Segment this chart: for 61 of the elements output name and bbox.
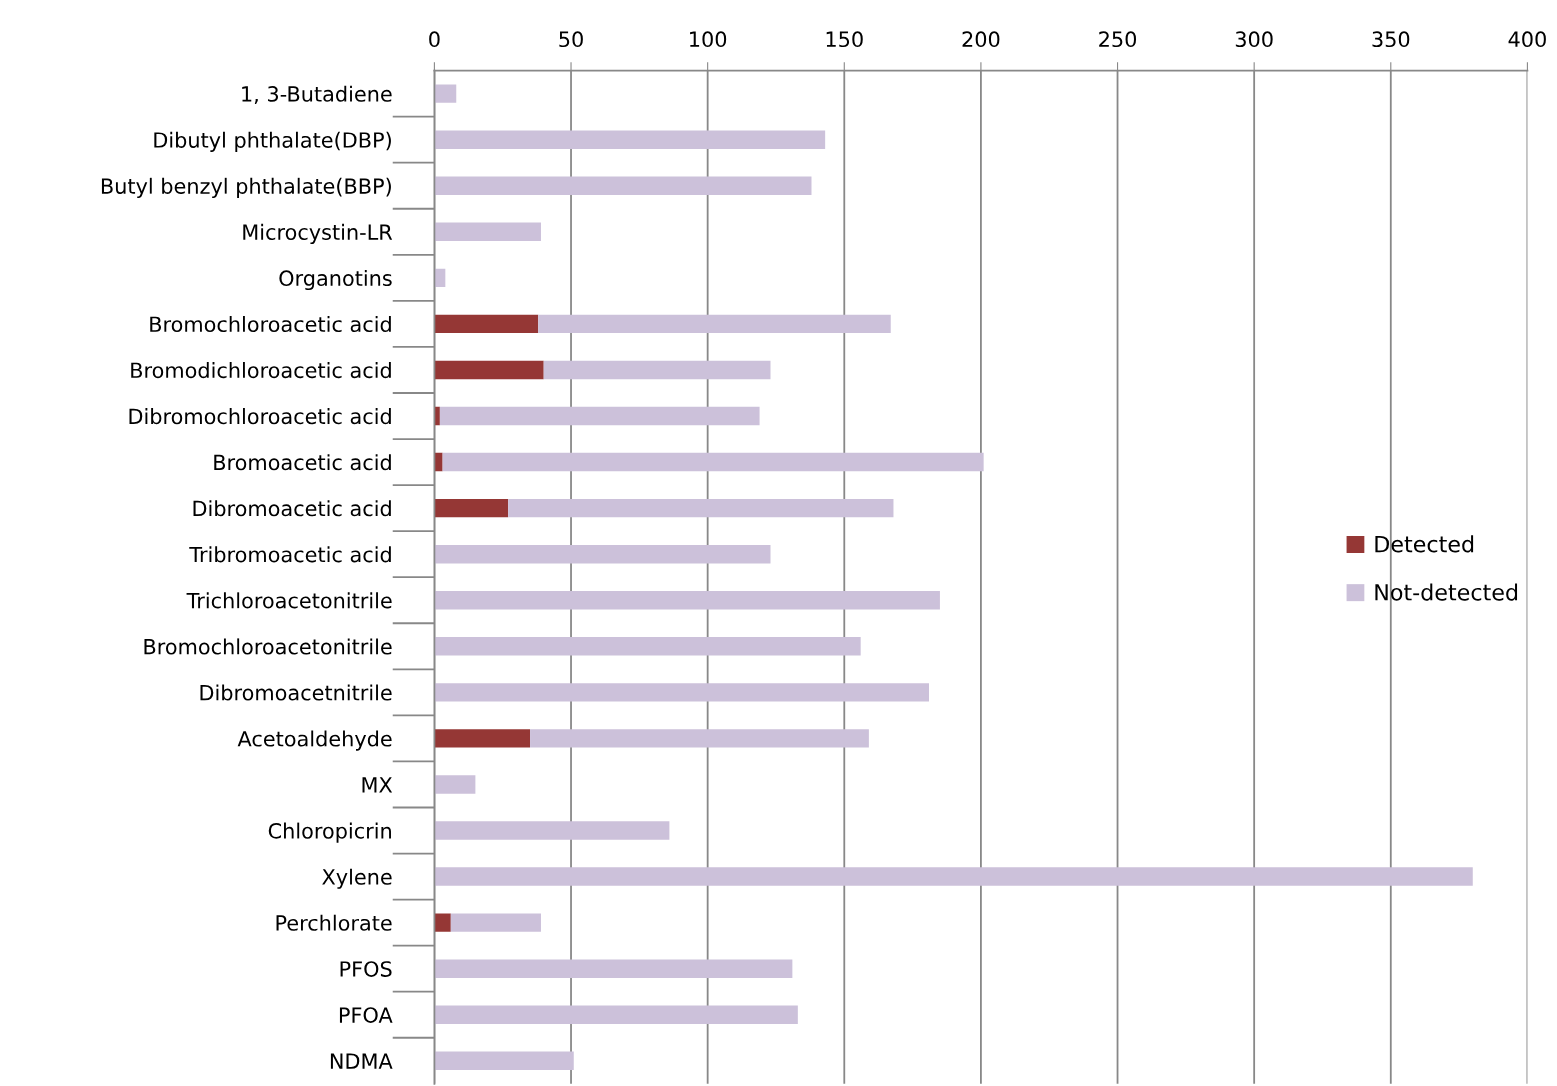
y-tick-label: Bromochloroacetic acid (150, 315, 391, 333)
bar (434, 222, 541, 241)
bar (434, 452, 443, 472)
y-tick-label: Microcystin-LR (243, 223, 393, 245)
x-tick-label: 100 (690, 31, 727, 48)
x-tick-label: 300 (1235, 31, 1273, 48)
x-tick-label: 250 (1099, 31, 1137, 48)
bar (508, 498, 894, 518)
y-tick-label: Bromoacetic acid (214, 454, 391, 471)
bar (439, 406, 760, 426)
bar (543, 360, 771, 380)
bar (434, 314, 539, 334)
y-tick-label: Dibromoacetic acid (193, 500, 391, 517)
y-tick-label: PFOS (340, 961, 392, 977)
bar (434, 176, 812, 195)
x-tick-label: 400 (1508, 31, 1546, 48)
y-tick-label: Dibutyl phthalate(DBP) (154, 131, 391, 152)
bar (434, 775, 476, 794)
bar (434, 591, 940, 610)
bar (434, 1005, 798, 1024)
bar (442, 452, 984, 472)
bar (434, 130, 826, 149)
bar (434, 84, 457, 103)
x-tick-label: 0 (429, 31, 440, 48)
bar (434, 1051, 574, 1071)
bar (434, 729, 531, 748)
y-tick-label: Xylene (322, 868, 392, 889)
y-tick-label: 1, 3-Butadiene (242, 85, 392, 104)
bar (434, 360, 544, 380)
y-tick-label: Bromochloroacetonitrile (144, 638, 392, 655)
y-tick-label: PFOA (339, 1007, 393, 1023)
bar (530, 729, 869, 748)
bar (538, 314, 891, 334)
y-tick-label: Dibromochloroacetic acid (129, 408, 391, 425)
bar (434, 683, 929, 702)
bar (434, 637, 861, 656)
bar (434, 544, 771, 564)
bar (450, 913, 541, 932)
legend-label: Not-detected (1375, 583, 1518, 601)
y-tick-label: Tribromoacetic acid (189, 546, 391, 563)
bar (434, 498, 509, 518)
x-tick-label: 200 (962, 31, 1000, 48)
y-tick-label: Chloropicrin (268, 822, 391, 843)
y-tick-label: Acetoaldehyde (237, 730, 392, 751)
y-tick-label: Butyl benzyl phthalate(BBP) (101, 177, 391, 198)
x-tick-label: 150 (826, 31, 863, 48)
bar (434, 821, 670, 840)
y-tick-label: Perchlorate (276, 914, 392, 931)
y-tick-label: MX (362, 777, 393, 793)
y-tick-label: Bromodichloroacetic acid (131, 362, 391, 379)
bar (434, 959, 793, 978)
bar (434, 913, 451, 932)
y-tick-label: NDMA (330, 1053, 393, 1069)
bar (434, 268, 446, 288)
y-tick-label: Trichloroacetonitrile (186, 592, 392, 609)
x-tick-label: 50 (559, 31, 583, 48)
x-tick-label: 350 (1372, 31, 1410, 48)
bar (434, 867, 1473, 886)
y-tick-label: Organotins (279, 269, 392, 291)
legend-label: Detected (1375, 535, 1474, 553)
y-tick-label: Dibromoacetnitrile (200, 684, 392, 701)
